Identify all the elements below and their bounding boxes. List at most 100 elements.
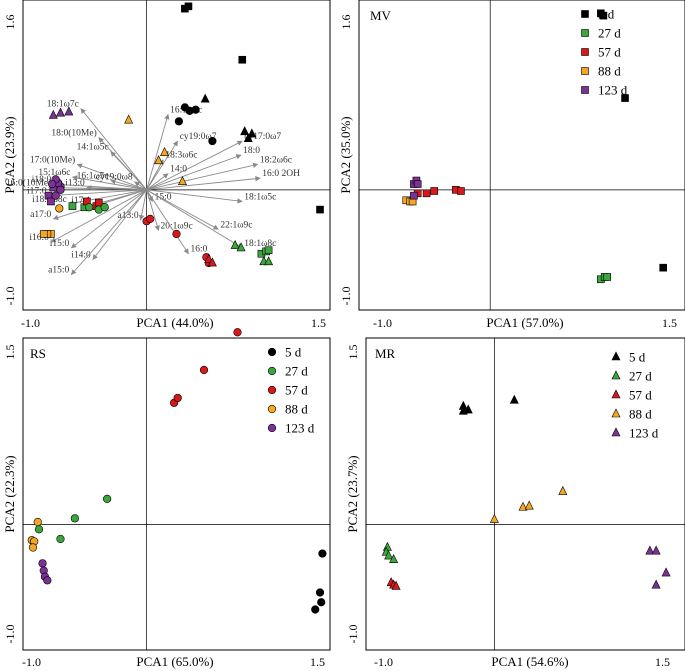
data-point xyxy=(68,202,77,210)
data-point xyxy=(509,394,519,404)
data-point xyxy=(33,517,42,527)
data-point xyxy=(233,328,242,337)
y-axis-label: PCA2 (35.0%) xyxy=(338,116,353,193)
panel-title: MV xyxy=(370,8,392,23)
panel-title: RS xyxy=(30,346,46,361)
data-point xyxy=(236,242,246,252)
data-point xyxy=(311,605,320,614)
loading-arrow xyxy=(146,162,259,191)
loading-label: i14:0 xyxy=(71,251,91,261)
x-tick-max: 1.5 xyxy=(662,316,677,330)
loading-label: 15:1ω6c xyxy=(38,168,70,178)
data-point xyxy=(391,580,401,590)
y-axis-label: PCA2 (22.3%) xyxy=(2,455,17,532)
y-tick-max: 1.6 xyxy=(339,15,353,30)
plot-area xyxy=(23,328,330,650)
x-tick-max: 1.5 xyxy=(655,655,670,669)
loading-label: 14:0 xyxy=(170,165,187,175)
legend-swatch xyxy=(267,385,277,395)
legend-swatch xyxy=(611,408,621,418)
legend-swatch xyxy=(581,48,589,56)
data-point xyxy=(230,239,240,249)
legend-label: 27 d xyxy=(629,369,652,384)
data-point xyxy=(264,256,274,266)
data-point xyxy=(457,187,465,195)
loading-arrow xyxy=(146,140,179,191)
data-point xyxy=(317,598,326,607)
x-tick-min: -1.0 xyxy=(374,655,393,669)
data-point xyxy=(56,534,65,544)
loading-label: a17:0 xyxy=(30,210,51,220)
panel-rs: RS -1.0 1.5 1.5 -1.0 PCA1 (65.0%) PCA2 (… xyxy=(2,328,331,669)
data-point xyxy=(518,501,528,511)
data-point xyxy=(645,545,655,555)
data-point xyxy=(94,198,103,207)
loading-label: 16:1ω5c xyxy=(77,172,109,182)
loading-label: i17:0 xyxy=(27,187,47,197)
loading-label: 16:0 2OH xyxy=(262,169,300,179)
data-point xyxy=(85,203,94,212)
data-point xyxy=(524,500,534,510)
y-tick-min: -1.0 xyxy=(346,625,360,644)
legend-swatch xyxy=(611,427,621,437)
loading-label: 20:1ω9c xyxy=(161,222,193,232)
data-point xyxy=(28,543,38,552)
panel-mr: MR -1.0 1.5 1.5 -1.0 PCA1 (54.6%) PCA2 (… xyxy=(345,337,685,669)
data-point xyxy=(240,126,250,136)
plot-area xyxy=(359,0,685,310)
data-point xyxy=(177,176,187,186)
data-point xyxy=(238,55,247,64)
legend-label: 88 d xyxy=(598,64,621,79)
loading-arrow xyxy=(146,173,169,191)
loading-label: 18:1ω8c xyxy=(244,239,276,249)
legend-label: 123 d xyxy=(598,83,628,98)
data-point xyxy=(208,136,217,146)
x-tick-min: -1.0 xyxy=(373,316,392,330)
plot-frame xyxy=(22,337,331,651)
loading-arrow xyxy=(110,151,147,191)
data-point xyxy=(318,549,327,558)
loading-arrow xyxy=(146,154,242,191)
loading-label: 16:0(10Me) xyxy=(6,178,51,189)
loading-arrow xyxy=(80,108,147,191)
data-point xyxy=(191,105,200,114)
legend-label: 5 d xyxy=(598,7,615,22)
loading-label: cy19:0ω8 xyxy=(96,173,133,183)
loading-label: i13:0 xyxy=(65,179,85,189)
data-point xyxy=(48,179,57,189)
loading-arrow xyxy=(146,189,243,249)
data-point xyxy=(64,106,74,116)
y-tick-min: -1.0 xyxy=(3,287,17,306)
data-point xyxy=(48,109,58,119)
data-point xyxy=(661,567,671,577)
loading-arrow xyxy=(138,189,148,221)
loading-label: 17:0(10Me) xyxy=(30,154,75,165)
data-point xyxy=(384,550,394,560)
legend-swatch xyxy=(267,423,277,433)
legend: 5 d 27 d 57 d 88 d 123 d xyxy=(581,7,628,98)
data-point xyxy=(38,559,47,568)
loading-label: i17:1 xyxy=(71,196,91,206)
legend-label: 123 d xyxy=(285,421,315,436)
data-point xyxy=(172,229,181,239)
loading-label: 14:1ω5c xyxy=(77,143,109,153)
data-point xyxy=(430,187,439,195)
data-point xyxy=(173,393,182,403)
loading-label: a13:0 xyxy=(118,211,139,221)
data-point xyxy=(34,525,44,534)
data-point xyxy=(39,230,48,238)
data-point xyxy=(463,404,473,414)
y-axis-label: PCA2 (23.9%) xyxy=(2,116,17,193)
loading-label: 18:1ω7c xyxy=(47,100,79,110)
loading-label: cy17:0ω7 xyxy=(244,132,281,142)
data-point xyxy=(146,214,155,223)
data-point xyxy=(389,553,399,563)
data-point xyxy=(47,197,55,206)
loading-label: 18:3ω6c xyxy=(165,151,197,161)
loading-label: i16:0 xyxy=(29,233,49,243)
legend-label: 88 d xyxy=(285,402,308,417)
loading-arrow xyxy=(146,140,243,191)
panel-title: MR xyxy=(375,346,396,361)
panel-mv: MV -1.0 1.5 1.6 -1.0 PCA1 (57.0%) PCA2 (… xyxy=(338,0,685,330)
